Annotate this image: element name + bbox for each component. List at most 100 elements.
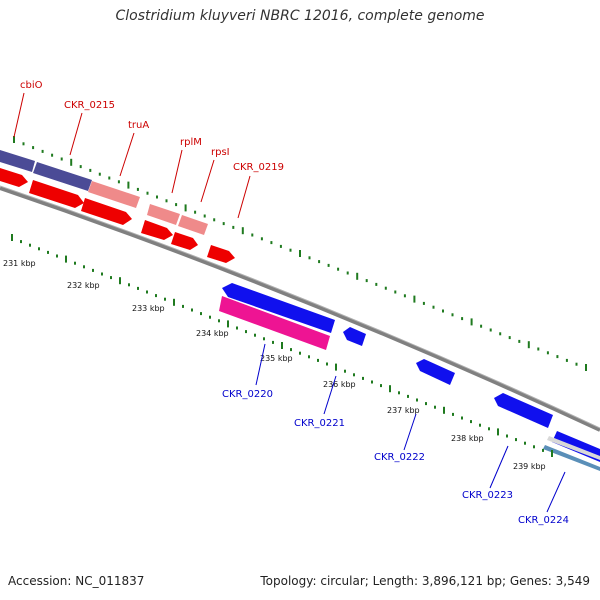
inner-minor-tick [524, 441, 526, 445]
cds-red-1 [0, 168, 28, 187]
inner-major-tick [497, 428, 499, 436]
outer-minor-tick [41, 149, 44, 153]
outer-minor-tick [51, 153, 54, 157]
inner-major-tick [173, 298, 175, 306]
inner-minor-tick [308, 355, 310, 359]
gene-label-CKR_0223[interactable]: CKR_0223 [462, 490, 513, 501]
cds-purple-track-1 [0, 150, 35, 172]
inner-minor-tick [56, 254, 58, 258]
outer-minor-tick [546, 351, 549, 355]
inner-minor-tick [290, 348, 292, 352]
inner-minor-tick [164, 297, 166, 301]
inner-minor-tick [191, 308, 193, 312]
inner-minor-tick [74, 261, 76, 265]
gene-label-CKR_0221[interactable]: CKR_0221 [294, 418, 345, 429]
cds-teal-stripe [543, 445, 600, 471]
inner-minor-tick [272, 340, 274, 344]
outer-minor-tick [79, 165, 82, 169]
gene-label-rplM[interactable]: rplM [180, 137, 202, 148]
inner-minor-tick [326, 362, 328, 366]
outer-minor-tick [365, 279, 368, 283]
inner-minor-tick [470, 420, 472, 424]
outer-minor-tick [327, 263, 330, 267]
inner-minor-tick [506, 434, 508, 438]
outer-minor-tick [308, 256, 311, 260]
cds-blue-3 [416, 359, 455, 385]
outer-minor-tick [165, 199, 168, 203]
inner-minor-tick [200, 312, 202, 316]
inner-minor-tick [488, 427, 490, 431]
outer-minor-tick [518, 339, 521, 343]
inner-minor-tick [353, 373, 355, 377]
cds-red-6 [207, 245, 235, 263]
inner-minor-tick [452, 412, 454, 416]
inner-minor-tick [344, 369, 346, 373]
gene-label-truA[interactable]: truA [128, 120, 149, 131]
kbp-label: 236 kbp [323, 380, 356, 389]
outer-minor-tick [565, 358, 568, 362]
inner-minor-tick [299, 351, 301, 355]
inner-minor-tick [461, 416, 463, 420]
inner-minor-tick [398, 391, 400, 395]
kbp-label: 238 kbp [451, 434, 484, 443]
map-title: Clostridium kluyveri NBRC 12016, complet… [115, 8, 485, 24]
outer-minor-tick [32, 146, 35, 150]
outer-minor-tick [394, 290, 397, 294]
kbp-label: 239 kbp [513, 462, 546, 471]
outer-minor-tick [279, 244, 282, 248]
accession-text: Accession: NC_011837 [8, 574, 145, 588]
inner-minor-tick [515, 438, 517, 442]
cds-magenta-1 [219, 296, 330, 350]
inner-minor-tick [533, 445, 535, 449]
outer-minor-tick [451, 313, 454, 317]
inner-major-tick [551, 450, 553, 457]
outer-minor-tick [98, 172, 101, 176]
inner-major-tick [281, 342, 283, 349]
outer-minor-tick [194, 210, 197, 214]
outer-minor-tick [156, 195, 158, 199]
outer-minor-tick [337, 267, 340, 271]
outer-minor-tick [384, 286, 387, 290]
cds-purple-track-2 [33, 162, 92, 191]
outer-minor-tick [432, 305, 435, 309]
gene-label-CKR_0220[interactable]: CKR_0220 [222, 389, 273, 400]
kbp-label: 235 kbp [260, 354, 293, 363]
outer-minor-tick [213, 218, 216, 222]
gene-label-cbiO[interactable]: cbiO [20, 80, 43, 91]
outer-minor-tick [556, 355, 559, 359]
kbp-label: 234 kbp [196, 329, 229, 338]
outer-major-tick [356, 272, 359, 280]
inner-minor-tick [362, 376, 364, 380]
gene-label-rpsI[interactable]: rpsI [211, 147, 230, 158]
cds-pink-track-2 [147, 204, 180, 225]
inner-major-tick [65, 255, 67, 263]
inner-minor-tick [47, 250, 49, 254]
outer-minor-tick [422, 301, 425, 305]
outer-minor-tick [318, 260, 321, 264]
inner-minor-tick [146, 290, 148, 294]
cds-grey-stripe [547, 436, 600, 460]
outer-minor-tick [480, 324, 483, 328]
outer-minor-tick [442, 309, 444, 313]
outer-major-tick [470, 318, 473, 326]
inner-minor-tick [110, 276, 112, 280]
inner-minor-tick [542, 448, 544, 452]
inner-minor-tick [218, 319, 220, 323]
inner-minor-tick [371, 380, 373, 384]
outer-major-tick [184, 204, 187, 212]
gene-label-CKR_0222[interactable]: CKR_0222 [374, 452, 425, 463]
feature-tracks [0, 150, 235, 263]
inner-minor-tick [245, 330, 247, 334]
cds-blue-1 [222, 283, 335, 333]
gene-label-CKR_0224[interactable]: CKR_0224 [518, 515, 569, 526]
inner-minor-tick [254, 333, 256, 337]
gene-label-CKR_0215[interactable]: CKR_0215 [64, 100, 115, 111]
outer-major-tick [241, 227, 244, 235]
inner-minor-tick [128, 283, 130, 287]
cds-pink-track-1 [88, 181, 140, 208]
inner-major-tick [443, 406, 445, 414]
cds-pink-track-3 [178, 215, 208, 235]
gene-label-CKR_0219[interactable]: CKR_0219 [233, 162, 284, 173]
outer-minor-tick [108, 176, 111, 180]
outer-minor-tick [222, 222, 225, 226]
